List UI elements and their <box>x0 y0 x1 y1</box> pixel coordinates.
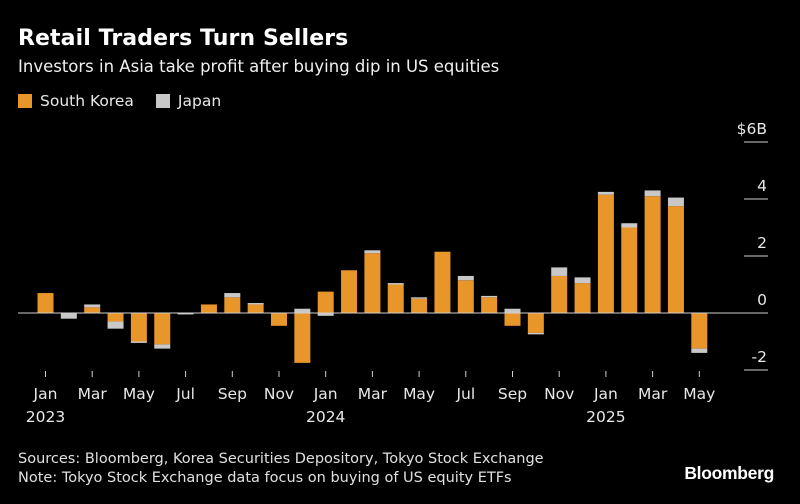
bar-south-korea-2023-10 <box>247 304 264 313</box>
y-tick-label: $6B <box>737 120 767 138</box>
bar-japan-2024-09 <box>504 308 521 313</box>
bar-south-korea-2025-03 <box>644 196 661 313</box>
bar-south-korea-2023-03 <box>84 307 101 313</box>
bar-south-korea-2024-08 <box>481 297 498 313</box>
bar-south-korea-2024-04 <box>387 284 404 313</box>
bar-japan-2024-03 <box>364 250 381 254</box>
bar-japan-2024-08 <box>481 295 498 298</box>
bar-japan-2025-03 <box>644 190 661 197</box>
bar-south-korea-2023-11 <box>271 313 287 326</box>
bar-chart: $6B 4 2 0 -2 Jan 2023 Mar May Jul Sep Nov Jan 2024 Mar… <box>18 120 768 426</box>
x-tick-label: May <box>683 385 715 403</box>
bar-japan-2024-10 <box>527 332 544 335</box>
bar-south-korea-2024-12 <box>574 283 591 313</box>
bar-south-korea-2023-08 <box>200 304 217 313</box>
bar-japan-2023-07 <box>177 313 194 315</box>
bar-south-korea-2024-11 <box>551 275 568 313</box>
bar-japan-2024-01 <box>317 313 334 316</box>
x-tick-label: Jan <box>33 385 58 403</box>
bar-japan-2024-04 <box>387 283 404 285</box>
bar-japan-2025-05 <box>691 348 708 353</box>
x-tick-year-label: 2025 <box>586 408 625 426</box>
bar-japan-2025-02 <box>621 223 638 228</box>
bar-south-korea-2023-06 <box>154 313 171 345</box>
footer: Sources: Bloomberg, Korea Securities Dep… <box>18 450 544 488</box>
footnote: Note: Tokyo Stock Exchange data focus on… <box>18 470 512 486</box>
sources-note: Sources: Bloomberg, Korea Securities Dep… <box>18 451 544 467</box>
y-tick-label: 0 <box>757 291 767 309</box>
legend-item-japan: Japan <box>155 92 222 110</box>
bar-japan-2024-11 <box>551 267 568 276</box>
bloomberg-logo: Bloomberg <box>684 463 774 483</box>
x-tick-label: May <box>403 385 435 403</box>
legend-label-south-korea: South Korea <box>40 92 134 110</box>
y-tick-label: 4 <box>757 177 767 195</box>
x-tick-label: Mar <box>358 385 388 403</box>
bar-south-korea-2024-09 <box>504 313 521 326</box>
bar-japan-2023-03 <box>84 304 101 308</box>
x-tick-year-label: 2023 <box>26 408 65 426</box>
bar-japan-2024-12 <box>574 277 591 284</box>
x-tick-label: Jul <box>455 385 475 403</box>
bar-japan-2024-05 <box>411 297 428 299</box>
bar-japan-2025-01 <box>597 191 614 195</box>
bar-japan-2023-09 <box>224 293 241 298</box>
bar-south-korea-2025-02 <box>621 227 638 313</box>
bar-japan-2023-10 <box>247 303 264 305</box>
x-tick-label: May <box>123 385 155 403</box>
bar-south-korea-2023-01 <box>37 293 54 313</box>
bar-japan-2023-04 <box>107 321 124 329</box>
bar-south-korea-2024-02 <box>341 270 358 313</box>
legend-item-south-korea: South Korea <box>18 92 134 110</box>
x-tick-label: Nov <box>544 385 574 403</box>
y-tick-label: 2 <box>757 234 767 252</box>
bar-japan-2023-12 <box>294 308 311 313</box>
x-tick-label: Mar <box>638 385 668 403</box>
x-tick-label: Jan <box>593 385 618 403</box>
bar-south-korea-2024-06 <box>434 251 451 313</box>
bar-south-korea-2025-05 <box>691 313 708 349</box>
x-tick-label: Jan <box>313 385 338 403</box>
bar-japan-2023-06 <box>154 344 171 349</box>
legend-label-japan: Japan <box>177 92 222 110</box>
x-tick-label: Mar <box>78 385 108 403</box>
x-tick-label: Sep <box>498 385 527 403</box>
legend-swatch-south-korea <box>18 94 32 108</box>
legend: South Korea Japan <box>18 92 243 110</box>
x-tick-year-label: 2024 <box>306 408 345 426</box>
bar-south-korea-2024-03 <box>364 253 381 313</box>
bar-japan-2023-02 <box>60 313 77 319</box>
x-tick-label: Jul <box>175 385 195 403</box>
bar-south-korea-2024-01 <box>317 291 334 313</box>
y-tick-label: -2 <box>752 348 767 366</box>
bar-south-korea-2024-05 <box>411 298 428 313</box>
bar-south-korea-2024-07 <box>457 280 474 313</box>
bar-japan-2025-04 <box>667 197 684 207</box>
chart-title: Retail Traders Turn Sellers <box>18 26 349 51</box>
bar-south-korea-2023-12 <box>294 313 311 363</box>
legend-swatch-japan <box>155 94 170 108</box>
bar-south-korea-2024-10 <box>527 313 544 333</box>
bar-south-korea-2025-04 <box>667 206 684 313</box>
chart-subtitle: Investors in Asia take profit after buyi… <box>18 57 500 76</box>
bar-japan-2024-07 <box>457 275 474 281</box>
bar-south-korea-2023-04 <box>107 313 124 322</box>
bar-south-korea-2023-05 <box>130 313 147 342</box>
x-tick-label: Nov <box>264 385 294 403</box>
x-tick-label: Sep <box>218 385 247 403</box>
bar-japan-2023-05 <box>130 341 147 343</box>
bar-south-korea-2025-01 <box>597 194 614 313</box>
bar-south-korea-2023-09 <box>224 297 241 313</box>
